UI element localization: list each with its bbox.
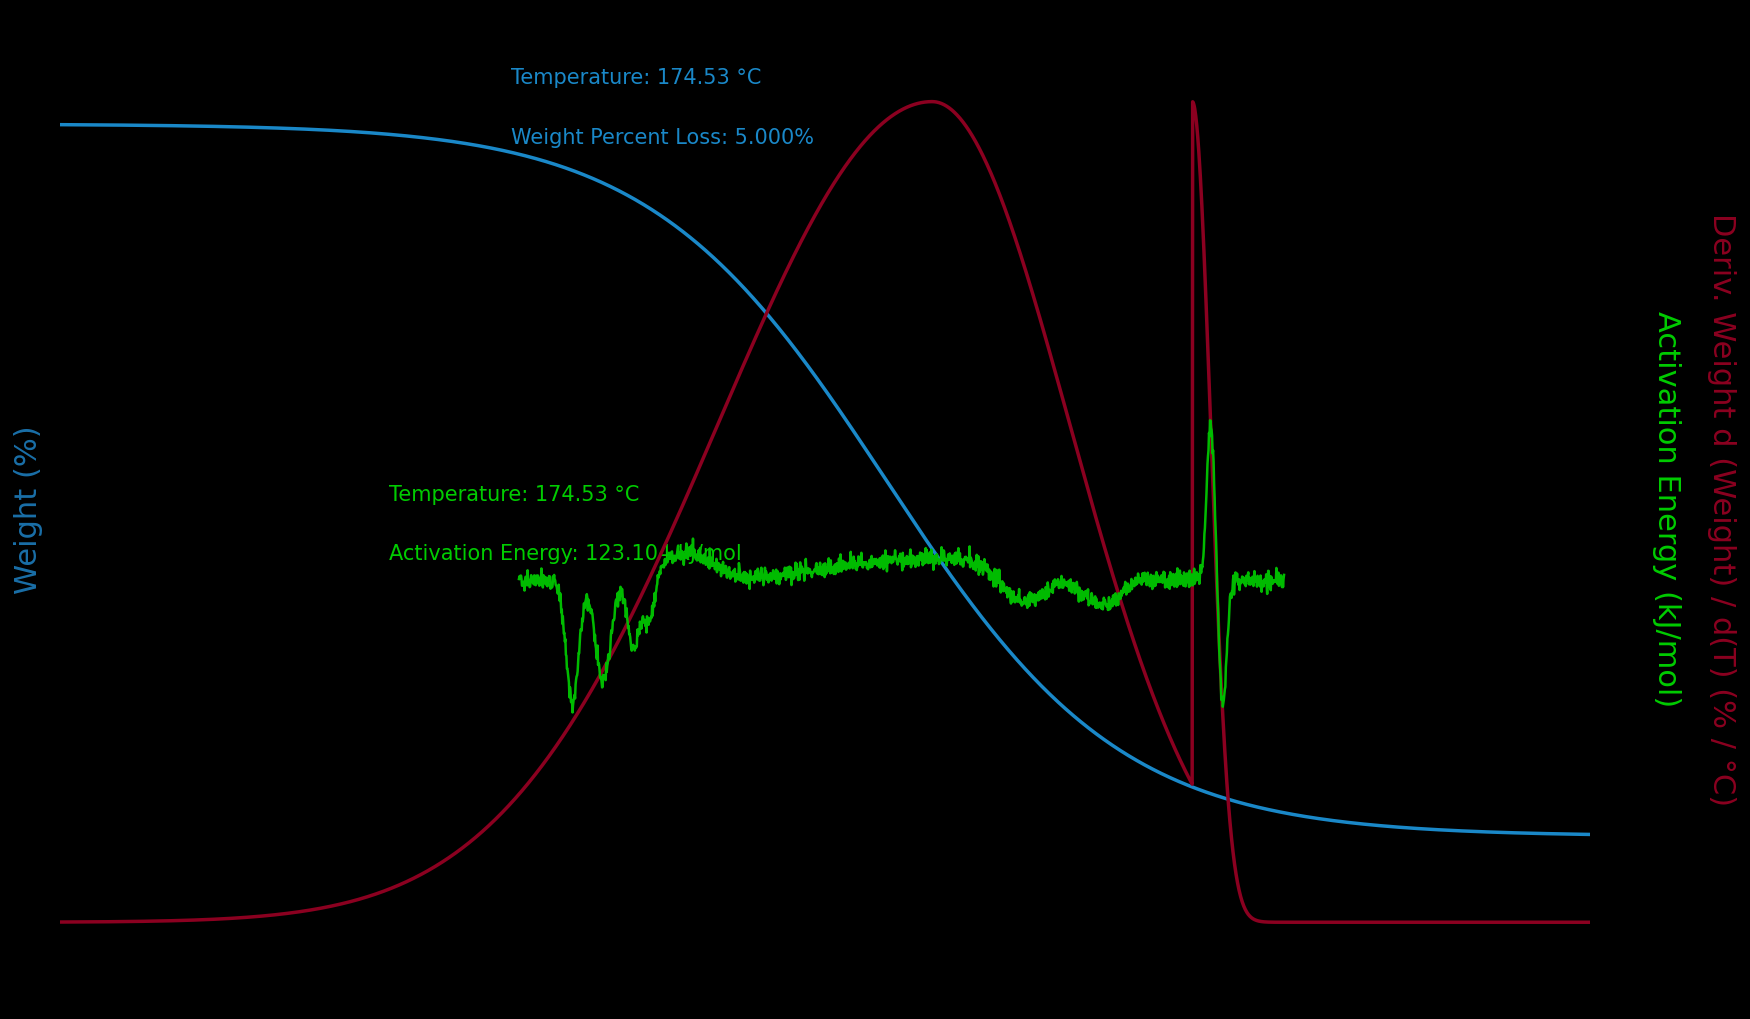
Text: Weight Percent Loss: 5.000%: Weight Percent Loss: 5.000% [511,127,814,148]
Y-axis label: Weight (%): Weight (%) [14,425,44,594]
Text: Temperature: 174.53 °C: Temperature: 174.53 °C [388,485,639,504]
Text: Temperature: 174.53 °C: Temperature: 174.53 °C [511,68,761,89]
Text: Activation Energy: 123.104 kJ/mol: Activation Energy: 123.104 kJ/mol [388,544,742,565]
Y-axis label: Deriv. Weight d (Weight) / d(T) (% / °C): Deriv. Weight d (Weight) / d(T) (% / °C) [1706,213,1736,806]
Y-axis label: Activation Energy (kJ/mol): Activation Energy (kJ/mol) [1652,312,1680,707]
